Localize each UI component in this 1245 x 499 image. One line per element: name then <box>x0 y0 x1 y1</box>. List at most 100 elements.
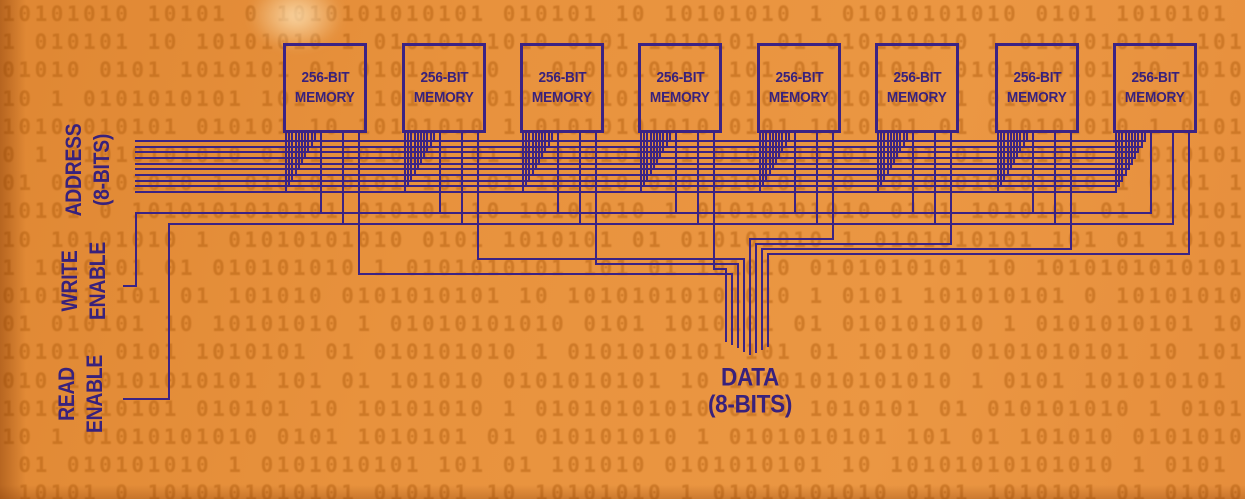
address-line <box>135 174 1127 176</box>
address-pin <box>429 133 432 148</box>
memory-chip-label-line2: MEMORY <box>1125 90 1185 106</box>
write-enable-pin <box>1032 133 1034 214</box>
address-pin <box>646 133 649 182</box>
address-pin <box>404 133 406 193</box>
address-pin <box>288 133 291 188</box>
data-line <box>767 253 769 347</box>
address-pin <box>896 133 899 159</box>
data-line <box>595 263 739 265</box>
bottom-vignette <box>0 485 1245 499</box>
read-enable-pin <box>934 133 936 225</box>
address-pin <box>1118 133 1121 188</box>
data-line <box>737 263 739 348</box>
address-line <box>135 168 1130 171</box>
address-pin <box>768 133 771 176</box>
address-pin <box>547 133 550 148</box>
write-enable-pin <box>557 133 559 214</box>
data-pin <box>713 133 715 270</box>
address-pin <box>893 133 895 165</box>
data-line <box>761 248 1072 250</box>
address-pin <box>1006 133 1009 176</box>
memory-chip-label-line1: 256-BIT <box>420 70 468 86</box>
data-pin <box>1070 133 1072 250</box>
write-enable-line <box>135 212 1152 214</box>
binary-row: 1 10 10101010 1 01010101010 0101 1010101… <box>0 227 1245 252</box>
write-enable-label-line1: WRITE <box>57 250 82 312</box>
address-pin <box>905 133 908 142</box>
address-line <box>135 191 1117 193</box>
binary-row: 1010101010 10101 0 1010101010101 010101 … <box>0 2 1245 26</box>
address-pin <box>426 133 429 154</box>
address-pin <box>313 133 316 142</box>
address-pin <box>1140 133 1143 148</box>
address-pin <box>410 133 413 182</box>
address-pin <box>997 133 999 193</box>
memory-chip-7: 256-BIT MEMORY <box>995 43 1079 133</box>
address-pin <box>528 133 531 182</box>
address-pin <box>656 133 658 165</box>
memory-chip-label-line2: MEMORY <box>532 90 592 106</box>
memory-chip-3: 256-BIT MEMORY <box>520 43 604 133</box>
data-pin <box>1188 133 1190 255</box>
address-pin <box>1022 133 1025 148</box>
memory-chip-label-line2: MEMORY <box>414 90 474 106</box>
data-line <box>755 243 952 245</box>
address-pin <box>778 133 781 159</box>
address-pin <box>899 133 902 154</box>
data-pin <box>950 133 952 245</box>
binary-row: 0101010 0101 1010101 01 010101010 1 0101… <box>0 58 1245 83</box>
address-pin <box>759 133 761 193</box>
address-pin <box>784 133 787 148</box>
address-pin <box>285 133 287 193</box>
address-pin <box>886 133 889 176</box>
read-enable-pin <box>816 133 818 225</box>
write-enable-pin <box>675 133 677 214</box>
address-pin <box>883 133 886 182</box>
memory-chip-label-line1: 256-BIT <box>301 70 349 86</box>
address-bus-label-line1: ADDRESS <box>61 123 86 217</box>
memory-chip-label-line2: MEMORY <box>769 90 829 106</box>
address-pin <box>544 133 547 154</box>
read-enable-label-line1: READ <box>54 367 79 421</box>
data-line <box>743 258 745 352</box>
memory-chip-8: 256-BIT MEMORY <box>1113 43 1197 133</box>
address-pin <box>522 133 524 193</box>
write-enable-pin <box>912 133 914 214</box>
data-pin <box>358 133 360 275</box>
write-enable-label-line2: ENABLE <box>85 241 110 321</box>
address-pin <box>301 133 303 165</box>
read-enable-line <box>168 223 170 400</box>
address-pin <box>668 133 671 142</box>
address-pin <box>1009 133 1012 171</box>
address-pin <box>1003 133 1006 182</box>
address-pin <box>1121 133 1124 182</box>
binary-row: 10 10101 0 1010101010101 010101 10 10101… <box>0 481 1245 499</box>
address-pin <box>640 133 642 193</box>
data-bus-label-line2: (8-BITS) <box>707 390 793 419</box>
memory-chip-1: 256-BIT MEMORY <box>283 43 367 133</box>
data-line <box>749 238 834 240</box>
address-pin <box>304 133 307 159</box>
data-line <box>725 268 727 342</box>
binary-row: 1010101010101 010101 10 10101010 1 01010… <box>0 396 1245 421</box>
read-enable-pin <box>1054 133 1056 225</box>
binary-row: 01 01 010101010 1 0101010101 101 01 1010… <box>0 453 1245 478</box>
address-pin <box>1019 133 1022 154</box>
address-pin <box>310 133 313 148</box>
left-vignette <box>0 0 26 499</box>
address-pin <box>534 133 537 171</box>
write-enable-pin <box>439 133 441 214</box>
address-pin <box>649 133 652 176</box>
memory-chip-label-line1: 256-BIT <box>775 70 823 86</box>
address-line <box>135 157 1137 159</box>
address-pin <box>762 133 765 188</box>
read-enable-pin <box>579 133 581 225</box>
data-bus-label-line1: DATA <box>720 363 780 392</box>
address-pin <box>525 133 528 188</box>
binary-row: 1010101010101 010101 10 10101010 1 01010… <box>0 114 1245 139</box>
data-line <box>761 248 763 350</box>
